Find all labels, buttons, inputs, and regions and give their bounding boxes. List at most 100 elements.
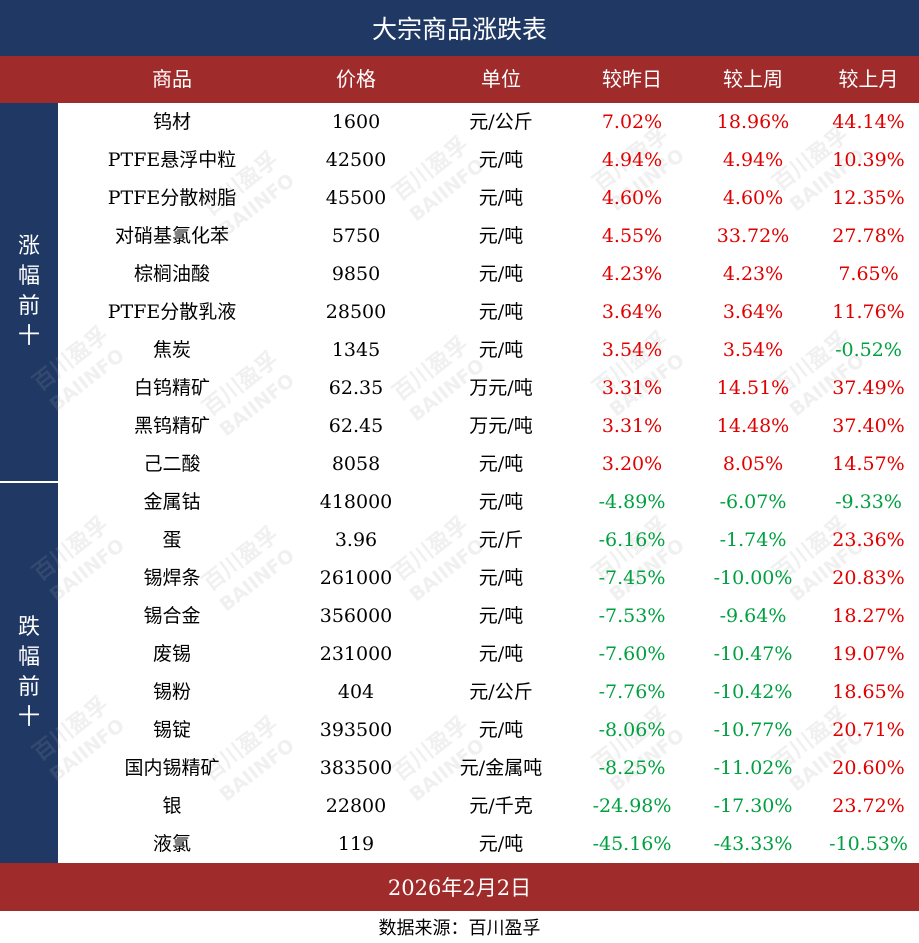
change-vs-last-month: 27.78% [832,225,905,247]
table-row: 锡合金 356000 元/吨 -7.53% -9.64% 18.27% [58,597,919,635]
price-cell: 3.96 [334,529,378,551]
change-vs-last-month: 44.14% [832,111,905,133]
change-vs-last-month: 12.35% [832,187,905,209]
price-cell: 1600 [331,111,381,133]
change-vs-yesterday: 3.54% [601,339,663,361]
price-cell: 28500 [325,301,387,323]
commodity-name: 棕榈油酸 [133,263,210,285]
commodity-name: 银 [162,795,182,817]
change-vs-yesterday: 3.31% [601,377,663,399]
header-vs-last-month: 较上月 [838,67,899,91]
commodity-name: 锡锭 [152,719,191,741]
date-bar: 2026年2月2日 [0,863,919,911]
unit-cell: 元/吨 [478,301,524,323]
table-row: PTFE悬浮中粒 42500 元/吨 4.94% 4.94% 10.39% [58,141,919,179]
change-vs-last-month: 18.65% [832,681,905,703]
table-row: 钨材 1600 元/公斤 7.02% 18.96% 44.14% [58,103,919,141]
table-body: 钨材 1600 元/公斤 7.02% 18.96% 44.14% PTFE悬浮中粒 42500… [58,103,919,863]
price-cell: 42500 [325,149,387,171]
change-vs-last-week: 4.60% [722,187,784,209]
change-vs-last-month: 19.07% [832,643,905,665]
table-row: 液氯 119 元/吨 -45.16% -43.33% -10.53% [58,825,919,863]
change-vs-last-week: 3.64% [722,301,784,323]
commodity-name: PTFE分散树脂 [107,187,237,209]
change-vs-yesterday: -7.76% [598,681,666,703]
unit-cell: 元/吨 [478,187,524,209]
price-cell: 8058 [331,453,381,475]
change-vs-last-week: 4.23% [722,263,784,285]
price-cell: 62.35 [328,377,384,399]
change-vs-last-month: 11.76% [832,301,905,323]
change-vs-yesterday: -7.45% [598,567,666,589]
change-vs-last-week: -10.77% [713,719,793,741]
table-row: 己二酸 8058 元/吨 3.20% 8.05% 14.57% [58,445,919,483]
change-vs-last-week: -10.42% [713,681,793,703]
unit-cell: 元/斤 [478,529,524,551]
price-cell: 62.45 [328,415,384,437]
unit-cell: 元/吨 [478,833,524,855]
change-vs-last-week: -17.30% [713,795,793,817]
unit-cell: 元/吨 [478,605,524,627]
commodity-name: 废锡 [152,643,191,665]
unit-cell: 元/吨 [478,719,524,741]
change-vs-last-week: 3.54% [722,339,784,361]
price-cell: 418000 [319,491,393,513]
unit-cell: 元/吨 [478,491,524,513]
commodity-name: 蛋 [162,529,182,551]
unit-cell: 元/吨 [478,339,524,361]
table-row: 国内锡精矿 383500 元/金属吨 -8.25% -11.02% 20.60% [58,749,919,787]
change-vs-yesterday: -7.60% [598,643,666,665]
table-row: 黑钨精矿 62.45 万元/吨 3.31% 14.48% 37.40% [58,407,919,445]
change-vs-yesterday: 3.64% [601,301,663,323]
table-row: 蛋 3.96 元/斤 -6.16% -1.74% 23.36% [58,521,919,559]
top-losers-label: 跌幅前十 [17,615,40,730]
commodity-name: 锡合金 [143,605,201,627]
change-vs-last-month: -0.52% [835,339,902,361]
change-vs-yesterday: -8.06% [598,719,666,741]
price-cell: 383500 [319,757,393,779]
table-row: 焦炭 1345 元/吨 3.54% 3.54% -0.52% [58,331,919,369]
commodity-name: 白钨精矿 [133,377,210,399]
table-row: 废锡 231000 元/吨 -7.60% -10.47% 19.07% [58,635,919,673]
change-vs-yesterday: 4.60% [601,187,663,209]
change-vs-yesterday: 4.23% [601,263,663,285]
unit-cell: 元/吨 [478,263,524,285]
change-vs-last-month: 14.57% [832,453,905,475]
price-cell: 404 [337,681,375,703]
change-vs-last-month: 23.72% [832,795,905,817]
change-vs-yesterday: -24.98% [592,795,672,817]
table-header: 商品 价格 单位 较昨日 较上周 较上月 [0,56,919,103]
table-row: 锡焊条 261000 元/吨 -7.45% -10.00% 20.83% [58,559,919,597]
table-row: 棕榈油酸 9850 元/吨 4.23% 4.23% 7.65% [58,255,919,293]
change-vs-last-month: 20.60% [832,757,905,779]
change-vs-last-week: -10.00% [713,567,793,589]
header-vs-yesterday: 较昨日 [602,67,662,91]
header-unit: 单位 [481,67,521,91]
table-row: PTFE分散乳液 28500 元/吨 3.64% 3.64% 11.76% [58,293,919,331]
change-vs-last-month: 20.83% [832,567,905,589]
change-vs-yesterday: 4.94% [601,149,663,171]
price-cell: 9850 [331,263,381,285]
commodity-name: 己二酸 [143,453,201,475]
change-vs-last-week: -43.33% [713,833,793,855]
change-vs-last-week: 18.96% [716,111,790,133]
unit-cell: 元/吨 [478,567,524,589]
unit-cell: 元/吨 [478,643,524,665]
table-row: 金属钴 418000 元/吨 -4.89% -6.07% -9.33% [58,483,919,521]
change-vs-yesterday: -7.53% [598,605,666,627]
change-vs-last-month: 7.65% [838,263,899,285]
price-cell: 1345 [331,339,381,361]
commodity-name: 焦炭 [152,339,191,361]
section-label-top-gainers: 涨幅前十 [0,103,58,483]
source-note: 数据来源：百川盈孚 [378,918,541,939]
section-label-top-losers: 跌幅前十 [0,483,58,863]
table-row: 锡锭 393500 元/吨 -8.06% -10.77% 20.71% [58,711,919,749]
header-vs-last-week: 较上周 [723,67,783,91]
header-price: 价格 [336,67,376,91]
header-commodity: 商品 [152,67,192,91]
commodity-name: 国内锡精矿 [124,757,220,779]
change-vs-last-month: 18.27% [832,605,905,627]
commodity-name: 锡粉 [152,681,191,703]
change-vs-yesterday: 3.20% [601,453,663,475]
price-cell: 22800 [325,795,387,817]
